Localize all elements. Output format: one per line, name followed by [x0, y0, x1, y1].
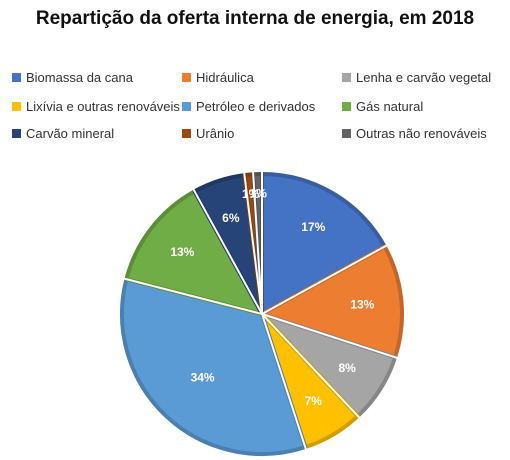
data-label-7: 1% [242, 187, 260, 201]
legend-label: Biomassa da cana [26, 70, 133, 85]
legend-item-biomassa: Biomassa da cana [12, 70, 133, 85]
legend-swatch [342, 102, 351, 111]
legend-swatch [182, 73, 191, 82]
legend-label: Urânio [196, 126, 235, 141]
pie-slice-1 [260, 244, 404, 360]
data-label-6: 6% [222, 211, 240, 225]
legend-item-hidraulica: Hidráulica [182, 70, 254, 85]
data-label-1: 13% [350, 298, 374, 312]
legend-label: Carvão mineral [26, 126, 115, 141]
data-label-0: 17% [301, 220, 325, 234]
slice-separator [261, 313, 399, 360]
legend-label: Petróleo e derivados [196, 99, 316, 114]
slice-separator [192, 188, 263, 315]
legend-label: Lixívia e outras renováveis [26, 99, 180, 114]
data-label-3: 7% [305, 394, 323, 408]
chart-title: Repartição da oferta interna de energia,… [35, 8, 475, 29]
legend-item-lixivia: Lixívia e outras renováveis [12, 99, 180, 114]
legend-item-gas: Gás natural [342, 99, 423, 114]
legend-item-outras: Outras não renováveis [342, 126, 487, 141]
legend-swatch [342, 129, 351, 138]
legend-item-lenha: Lenha e carvão vegetal [342, 70, 491, 85]
data-label-8: 1% [250, 187, 268, 201]
legend-item-petroleo: Petróleo e derivados [182, 99, 315, 114]
legend-swatch [12, 102, 21, 111]
legend-swatch [12, 73, 21, 82]
data-label-4: 34% [191, 370, 215, 384]
legend-label: Lenha e carvão vegetal [356, 70, 492, 85]
slice-separator [252, 171, 263, 315]
legend-label: Gás natural [356, 99, 424, 114]
legend-swatch [182, 129, 191, 138]
pie-slice-5 [124, 189, 264, 316]
legend-swatch [12, 129, 21, 138]
slice-separator [261, 313, 308, 451]
legend-swatch [342, 73, 351, 82]
data-label-2: 8% [338, 361, 356, 375]
data-label-5: 13% [170, 245, 194, 259]
slice-separator [261, 244, 388, 315]
legend-swatch [182, 102, 191, 111]
slice-separator [243, 172, 263, 315]
legend-item-carvao: Carvão mineral [12, 126, 114, 141]
legend-item-uranio: Urânio [182, 126, 234, 141]
pie-slice-4 [120, 277, 308, 456]
legend-label: Hidráulica [196, 70, 254, 85]
pie-slice-0 [260, 172, 387, 316]
slice-separator [261, 313, 361, 419]
legend-label: Outras não renováveis [356, 126, 487, 141]
slice-separator [123, 277, 263, 315]
